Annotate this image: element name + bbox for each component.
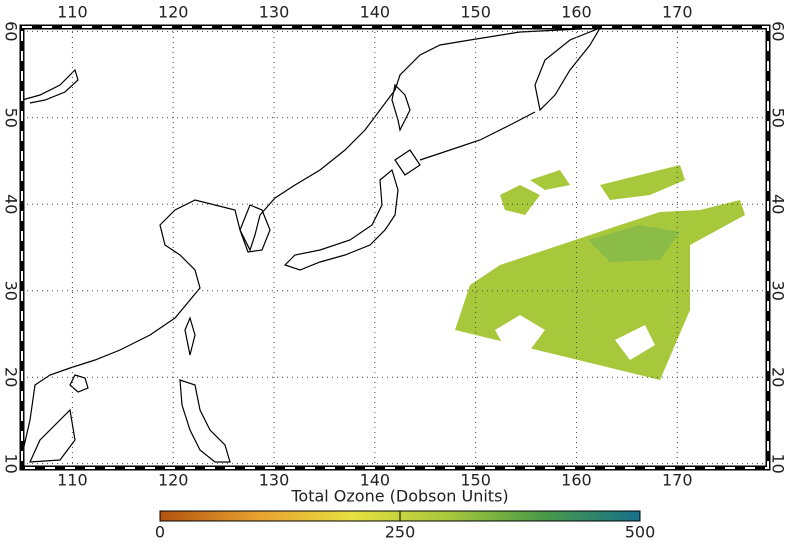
x-tick-label-top: 110 xyxy=(57,3,88,22)
x-tick-label-top: 120 xyxy=(158,3,189,22)
colorbar-tick-label: 500 xyxy=(625,523,656,542)
colorbar-tick-label: 0 xyxy=(155,523,165,542)
coastlines xyxy=(21,26,602,463)
y-tick-label-right: 50 xyxy=(769,108,788,128)
y-tick-label-left: 10 xyxy=(2,453,21,473)
x-tick-label-top: 150 xyxy=(460,3,491,22)
x-tick-label-bottom: 150 xyxy=(460,471,491,490)
y-tick-label-left: 60 xyxy=(1,21,20,41)
x-tick-label-bottom: 110 xyxy=(57,471,88,490)
x-tick-label-bottom: 160 xyxy=(561,471,592,490)
y-tick-label-left: 20 xyxy=(2,367,21,387)
y-tick-label-left: 30 xyxy=(2,281,21,301)
y-tick-label-left: 40 xyxy=(2,194,21,214)
map-frame-inner xyxy=(21,26,769,469)
x-tick-label-top: 170 xyxy=(662,3,693,22)
x-tick-label-bottom: 130 xyxy=(259,471,290,490)
x-tick-label-bottom: 140 xyxy=(360,471,391,490)
colorbar-tick-label: 250 xyxy=(385,523,416,542)
colorbar-title: Total Ozone (Dobson Units) xyxy=(290,487,508,506)
x-tick-label-top: 160 xyxy=(561,3,592,22)
y-tick-label-right: 10 xyxy=(769,453,788,473)
y-tick-label-right: 40 xyxy=(769,194,788,214)
x-tick-label-top: 130 xyxy=(259,3,290,22)
y-tick-label-left: 50 xyxy=(2,108,21,128)
x-tick-label-bottom: 170 xyxy=(662,471,693,490)
y-tick-label-right: 30 xyxy=(769,281,788,301)
x-tick-label-bottom: 120 xyxy=(158,471,189,490)
y-tick-label-right: 60 xyxy=(769,21,788,41)
ozone-swath xyxy=(455,165,745,380)
y-tick-label-right: 20 xyxy=(769,367,788,387)
x-tick-label-top: 140 xyxy=(360,3,391,22)
